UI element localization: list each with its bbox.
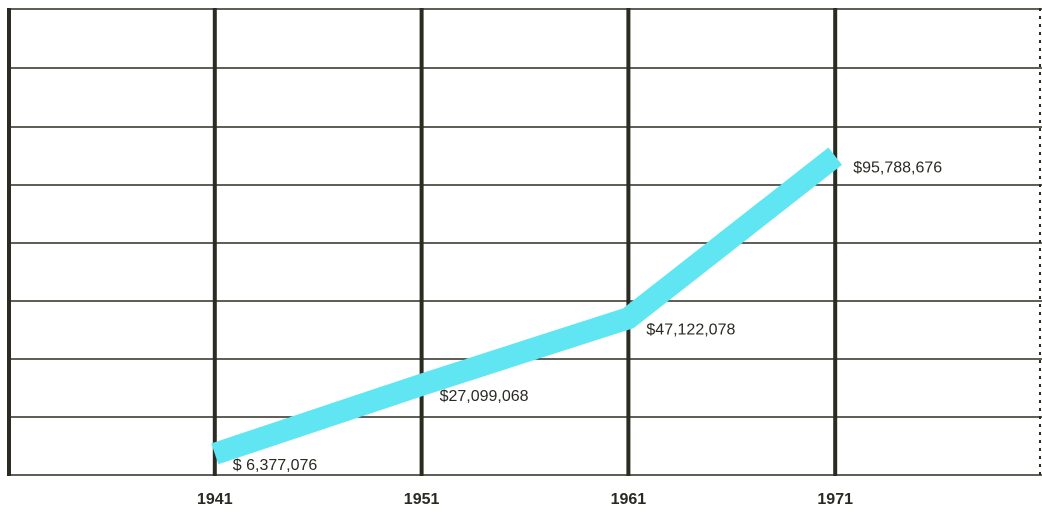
- data-label: $ 6,377,076: [233, 457, 318, 474]
- x-tick-label: 1941: [197, 491, 233, 508]
- data-label: $27,099,068: [440, 388, 529, 405]
- grid: [7, 8, 1042, 476]
- line: [211, 147, 842, 465]
- x-tick-label: 1951: [404, 491, 440, 508]
- data-label: $47,122,078: [646, 321, 735, 338]
- x-tick-label: 1971: [817, 491, 853, 508]
- x-tick-label: 1961: [611, 491, 647, 508]
- data-label: $95,788,676: [853, 159, 942, 176]
